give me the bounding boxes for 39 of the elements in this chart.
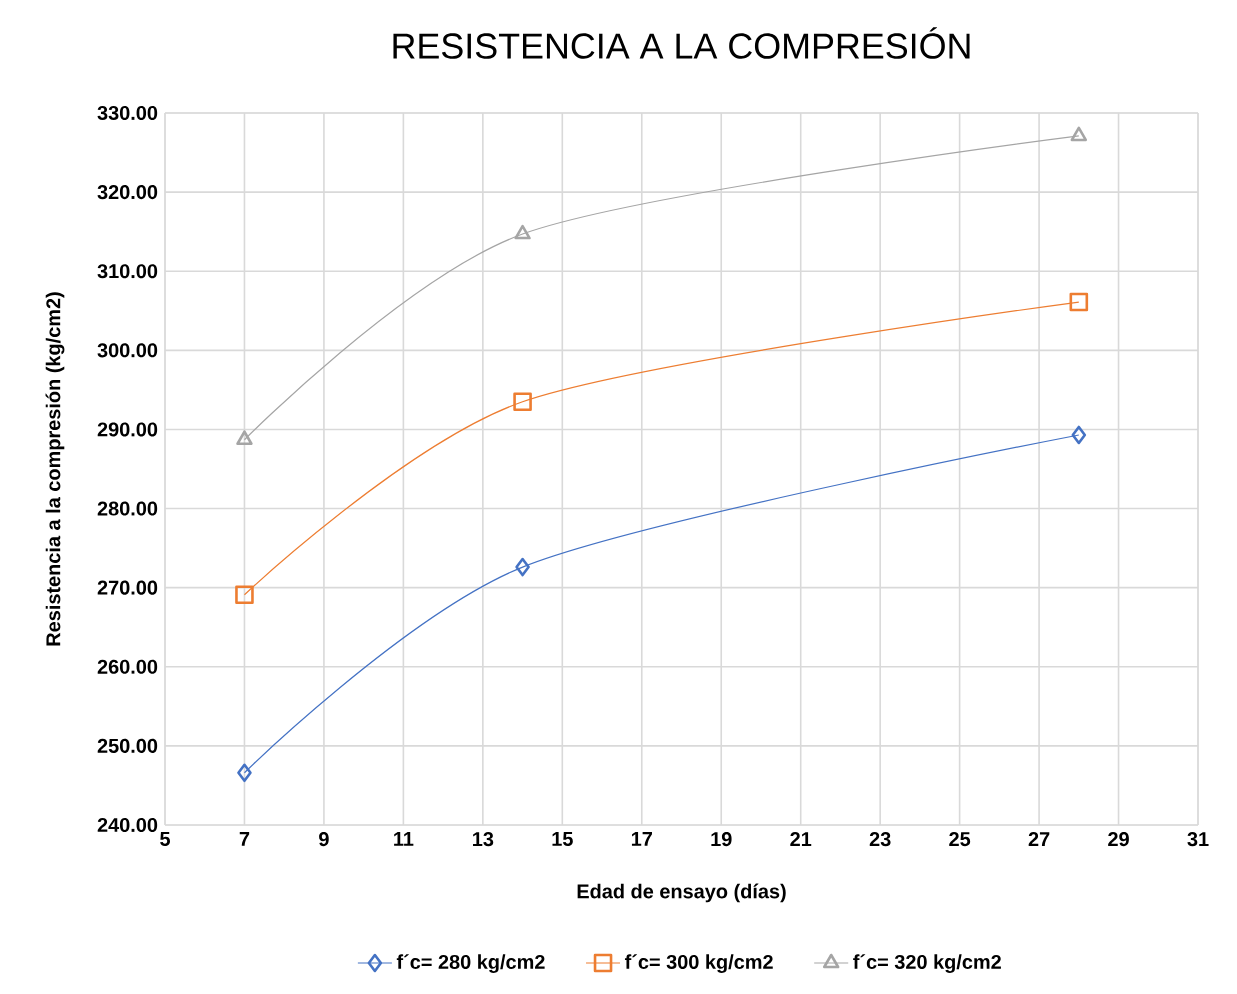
y-tick-label: 250.00 [97, 738, 158, 753]
x-tick-label: 7 [239, 832, 250, 846]
y-tick-label: 270.00 [97, 580, 158, 595]
y-axis-title: Resistencia a la compresión (kg/cm2) [45, 292, 65, 646]
x-tick-label: 19 [711, 832, 732, 847]
point [235, 585, 254, 605]
point [513, 392, 532, 412]
legend-label: f´c= 320 kg/cm2 [853, 954, 1001, 974]
x-tick-label: 31 [1187, 832, 1209, 847]
point [236, 430, 253, 446]
y-tick-label: 320.00 [97, 185, 158, 200]
x-tick-label: 11 [394, 832, 414, 846]
point [237, 763, 252, 783]
x-tick-label: 21 [790, 832, 812, 846]
y-tick-label: 310.00 [97, 264, 158, 279]
y-tick-label: 260.00 [97, 659, 158, 674]
point [1071, 425, 1087, 445]
y-tick-label: 280.00 [97, 501, 158, 516]
x-tick-label: 27 [1028, 832, 1050, 846]
x-tick-label: 15 [552, 832, 573, 846]
x-tick-label: 29 [1108, 832, 1129, 847]
y-tick-label: 290.00 [97, 422, 158, 437]
y-tick-label: 240.00 [97, 817, 158, 833]
x-tick-label: 13 [473, 832, 494, 847]
point [1070, 126, 1088, 142]
point [515, 557, 530, 577]
legend-label: f´c= 280 kg/cm2 [396, 954, 545, 974]
point [514, 224, 531, 240]
x-tick-label: 25 [949, 832, 971, 847]
x-tick-label: 5 [160, 832, 170, 846]
y-tick-label: 330.00 [97, 105, 158, 121]
x-tick-label: 9 [319, 832, 329, 847]
x-tick-label: 17 [631, 832, 652, 846]
legend-label: f´c= 300 kg/cm2 [624, 954, 773, 974]
x-tick-label: 23 [869, 832, 891, 847]
point [1069, 292, 1089, 312]
x-axis-title: Edad de ensayo (días) [577, 883, 786, 903]
chart-title: RESISTENCIA A LA COMPRESIÓN [393, 27, 970, 59]
y-tick-label: 300.00 [97, 343, 158, 358]
